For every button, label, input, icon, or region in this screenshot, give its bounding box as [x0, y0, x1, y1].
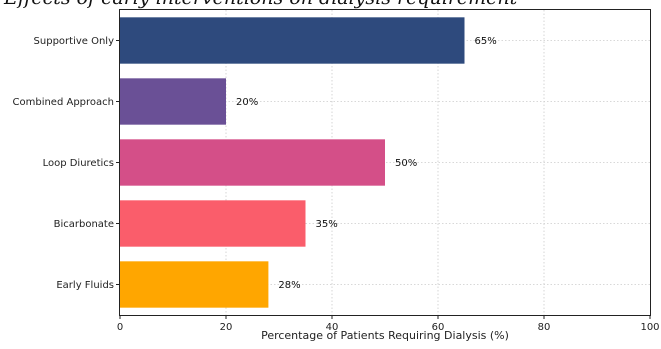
- category-label: Early Fluids: [56, 280, 114, 291]
- x-tick-label: 80: [538, 322, 551, 333]
- bar-value-label: 28%: [278, 280, 300, 291]
- bar-supportive-only: [120, 17, 465, 64]
- category-label: Loop Diuretics: [43, 158, 114, 169]
- bar-loop-diuretics: [120, 139, 385, 186]
- x-tick-label: 60: [432, 322, 445, 333]
- bar-value-label: 20%: [236, 97, 258, 108]
- bar-early-fluids: [120, 261, 269, 308]
- bars: [120, 17, 465, 308]
- bar-value-label: 50%: [395, 158, 417, 169]
- category-label: Combined Approach: [13, 97, 115, 108]
- category-label: Supportive Only: [34, 36, 115, 47]
- category-label: Bicarbonate: [54, 219, 114, 230]
- bar-value-labels: 65% 20% 50% 35% 28%: [236, 36, 497, 291]
- bar-value-label: 65%: [475, 36, 497, 47]
- x-tick-label: 0: [117, 322, 123, 333]
- x-tick-label: 100: [640, 322, 659, 333]
- bar-bicarbonate: [120, 200, 306, 247]
- bar-value-label: 35%: [316, 219, 338, 230]
- x-tick-label: 20: [220, 322, 233, 333]
- chart-title: Effects of early interventions on dialys…: [3, 0, 518, 9]
- bar-combined-approach: [120, 78, 226, 125]
- x-tick-label: 40: [326, 322, 339, 333]
- x-tick-labels: 0 20 40 60 80 100: [117, 315, 660, 333]
- x-axis-label: Percentage of Patients Requiring Dialysi…: [261, 329, 509, 342]
- category-labels: Supportive Only Combined Approach Loop Diu…: [13, 36, 120, 291]
